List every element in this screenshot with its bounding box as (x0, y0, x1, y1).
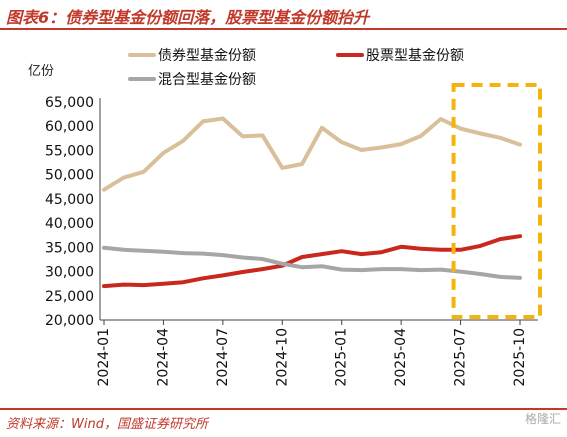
watermark-logo-icon: 格隆汇 (524, 412, 561, 426)
x-tick-label: 2024-10 (274, 328, 290, 387)
x-tick-label: 2024-01 (96, 328, 112, 387)
x-tick-label: 2025-07 (453, 328, 469, 387)
y-tick-label: 35,000 (45, 240, 94, 256)
y-tick-label: 65,000 (45, 95, 94, 111)
x-tick-label: 2025-04 (393, 328, 409, 387)
x-tick-label: 2024-07 (215, 328, 231, 387)
y-tick-label: 50,000 (45, 168, 94, 184)
y-tick-label: 55,000 (45, 143, 94, 159)
chart-series (102, 116, 522, 289)
series-line (102, 116, 522, 192)
y-tick-label: 40,000 (45, 216, 94, 232)
y-tick-label: 30,000 (45, 265, 94, 281)
highlight-rect (451, 83, 543, 319)
page-title: 图表6：债券型基金份额回落，股票型基金份额抬升 (6, 8, 370, 27)
y-tick-label: 25,000 (45, 289, 94, 305)
source-note: 资料来源：Wind，国盛证券研究所 (6, 417, 208, 432)
highlight-box (451, 83, 543, 319)
x-tick-label: 2025-01 (334, 328, 350, 387)
y-tick-label: 20,000 (45, 313, 94, 329)
footer-rule (0, 408, 567, 410)
series-line (102, 245, 522, 280)
legend-label: 债券型基金份额 (158, 47, 256, 64)
x-tick-label: 2025-10 (512, 328, 528, 387)
series-line (102, 234, 522, 289)
y-axis-unit: 亿份 (28, 64, 55, 79)
chart-axes: 20,000 25,000 30,000 35,000 40,000 45,000 50,0… (45, 95, 538, 387)
legend-label: 混合型基金份额 (158, 71, 256, 88)
y-tick-label: 60,000 (45, 119, 94, 135)
legend-label: 股票型基金份额 (366, 47, 464, 64)
y-tick-label: 45,000 (45, 192, 94, 208)
x-tick-label: 2024-04 (155, 328, 171, 387)
title-rule (0, 28, 567, 30)
